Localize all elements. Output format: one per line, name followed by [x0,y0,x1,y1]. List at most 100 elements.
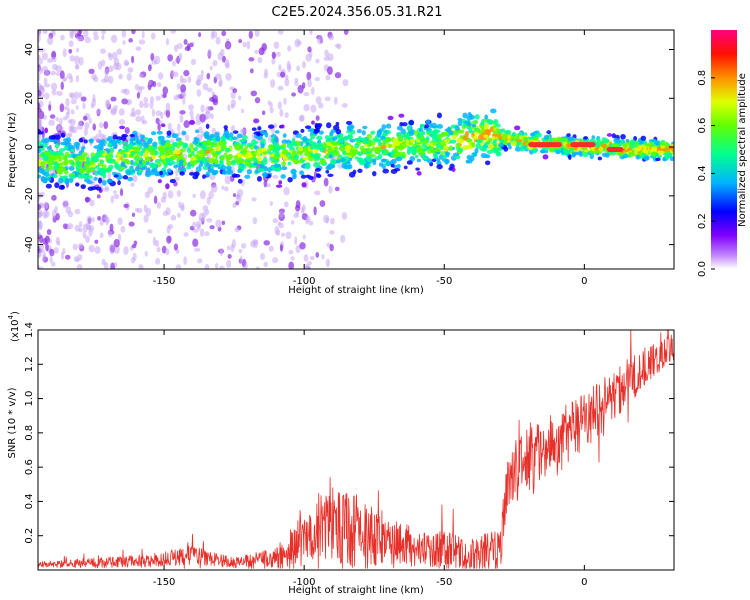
spectrogram-cell [380,144,387,150]
spectrogram-cell [144,171,152,178]
spectrogram-speckle [226,245,230,251]
spectrogram-cell [236,133,243,139]
spectrogram-speckle [342,79,349,87]
y-tick-label: 0.6 [24,459,35,475]
spectrogram-speckle [269,200,274,206]
spectrogram-cell [231,173,238,178]
spectrogram-cell [372,137,379,143]
spectrogram-cell [546,130,552,135]
spectrogram-cell [444,128,452,132]
spectrogram-speckle [141,115,145,124]
spectrogram-speckle [303,103,310,112]
spectrogram-frame [37,29,675,270]
spectrogram-cell [75,182,80,187]
spectrogram-speckle [135,46,142,51]
spectrogram-cell [198,142,203,147]
spectrogram-speckle [329,243,334,252]
spectrogram-cell [302,156,309,161]
spectrogram-speckle [150,52,155,61]
spectrogram-speckle [110,107,117,116]
spectrogram-cell [166,168,172,173]
spectrogram-cell [662,148,668,152]
spectrogram-cell [248,163,253,168]
spectrogram-cell [337,137,344,144]
spectrogram-speckle [183,69,190,77]
spectrogram-cell [149,151,156,156]
spectrogram-cell [332,142,339,146]
spectrogram-cell [540,149,546,154]
spectrogram-speckle [167,54,174,62]
spectrogram-cell [495,128,501,133]
spectrogram-cell [115,139,121,144]
spectrogram-speckle [200,130,205,138]
spectrogram-speckle [103,75,110,83]
spectrogram-speckle [210,184,218,193]
spectrogram-speckle [326,66,333,75]
spectrogram-cell [268,124,275,129]
spectrogram-cell [249,157,254,162]
spectrogram-cell [416,158,422,163]
spectrogram-cell [278,180,283,185]
spectrogram-cell [327,173,334,178]
spectrogram-speckle [110,34,118,43]
spectrogram-cell [233,154,238,161]
spectrogram-cell [261,138,266,143]
spectrogram-speckle [128,38,133,43]
spectrogram-speckle [131,107,136,116]
y-tick-label: 0.8 [24,425,35,441]
spectrogram-cell [257,148,264,154]
spectrogram-speckle [198,217,206,222]
spectrogram-speckle [99,232,104,239]
spectrogram-cell [221,136,227,142]
spectrogram-panel: -150 -100 -50 0 -40 -20 0 20 40 Height of strai… [7,29,675,296]
spectrogram-cell [122,145,129,150]
spectrogram-cell [67,159,73,164]
spectrogram-cell [173,164,178,169]
spectrogram-speckle [268,245,274,252]
spectrogram-speckle [261,42,268,51]
spectrogram-speckle [114,262,118,268]
spectrogram-speckle [288,261,295,269]
spectrogram-cell [474,131,478,136]
spectrogram-speckle [92,123,97,131]
spectrogram-cell [45,183,52,189]
spectrogram-cell [369,141,376,146]
spectrogram-cell [268,144,275,150]
spectrogram-cell [335,128,342,135]
spectrogram-cell [331,136,338,141]
spectrogram-speckle [199,113,206,123]
spectrogram-speckle [113,245,120,254]
spectrogram-speckle [140,264,144,269]
spectrogram-cell [136,139,142,145]
spectrogram-cell [46,146,51,150]
spectrogram-speckle [48,119,55,126]
spectrogram-cell [374,148,381,154]
spectrogram-cell [442,154,447,160]
spectrogram-speckle [153,55,161,65]
spectrogram-speckle [74,91,80,100]
spectrogram-speckle [196,88,202,97]
spectrogram-cell [471,123,477,128]
spectrogram-cell [381,149,387,154]
spectrogram-speckle [38,204,42,210]
spectrogram-speckle [172,60,176,67]
spectrogram-cell [147,137,153,143]
spectrogram-speckle [49,114,56,119]
spectrogram-speckle [230,99,237,108]
spectrogram-cell [275,184,283,188]
spectrogram-cell [77,155,83,161]
spectrogram-speckle [64,254,71,260]
spectrogram-speckle [144,191,151,199]
spectrogram-speckle [39,86,45,91]
spectrogram-speckle [173,95,179,101]
spectrogram-speckle [70,98,77,105]
spectrogram-hot-segment [528,142,562,148]
spectrogram-cell [194,137,200,141]
spectrogram-cell [316,135,323,141]
spectrogram-speckle [329,230,335,235]
spectrogram-cell [377,141,383,147]
spectrogram-cell [533,137,540,141]
spectrogram-speckle [277,85,284,91]
spectrogram-speckle [180,84,187,93]
spectrogram-speckle [276,71,282,78]
